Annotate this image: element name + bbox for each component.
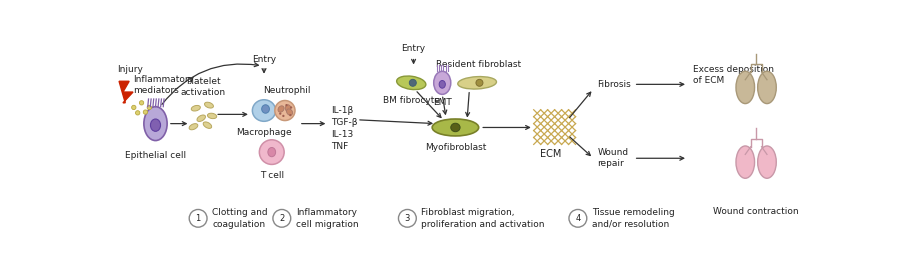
Ellipse shape	[143, 107, 167, 141]
Text: Fibrosis: Fibrosis	[596, 80, 630, 89]
Ellipse shape	[189, 124, 198, 130]
Text: Inflammatory
cell migration: Inflammatory cell migration	[296, 208, 358, 229]
Ellipse shape	[203, 122, 211, 128]
Ellipse shape	[409, 79, 416, 86]
Text: Wound
repair: Wound repair	[596, 148, 628, 168]
Polygon shape	[119, 81, 133, 103]
Ellipse shape	[433, 71, 450, 94]
Ellipse shape	[286, 109, 292, 115]
Circle shape	[282, 115, 284, 117]
Circle shape	[147, 105, 152, 109]
Circle shape	[259, 140, 284, 164]
Text: 4: 4	[575, 214, 580, 223]
Ellipse shape	[457, 76, 496, 89]
Ellipse shape	[191, 105, 200, 111]
Ellipse shape	[735, 146, 754, 178]
Ellipse shape	[757, 146, 776, 178]
Circle shape	[132, 105, 136, 109]
Text: Wound contraction: Wound contraction	[713, 207, 798, 216]
Text: Fibroblast migration,
proliferation and activation: Fibroblast migration, proliferation and …	[421, 208, 544, 229]
Ellipse shape	[432, 119, 478, 136]
Text: 2: 2	[279, 214, 284, 223]
Text: Inflammatory
mediators: Inflammatory mediators	[133, 75, 194, 95]
Circle shape	[279, 112, 281, 115]
Circle shape	[139, 101, 143, 105]
Text: Macrophage: Macrophage	[236, 128, 291, 137]
Text: EMT: EMT	[432, 98, 451, 107]
Text: Neutrophil: Neutrophil	[262, 86, 310, 95]
Text: Resident fibroblast: Resident fibroblast	[436, 60, 520, 69]
Ellipse shape	[204, 102, 213, 108]
Ellipse shape	[735, 71, 754, 103]
Circle shape	[290, 106, 292, 109]
Ellipse shape	[450, 123, 459, 132]
Text: Epithelial cell: Epithelial cell	[124, 151, 186, 160]
Text: Entry: Entry	[252, 55, 276, 64]
Text: T cell: T cell	[260, 171, 283, 180]
Circle shape	[289, 114, 291, 116]
Text: Excess deposition
of ECM: Excess deposition of ECM	[692, 65, 773, 85]
Ellipse shape	[396, 76, 426, 90]
Text: Myofibroblast: Myofibroblast	[424, 143, 485, 152]
Circle shape	[135, 111, 140, 115]
Circle shape	[143, 110, 147, 114]
Text: Entry: Entry	[401, 44, 425, 54]
Ellipse shape	[285, 105, 290, 112]
Ellipse shape	[151, 119, 161, 131]
Text: ECM: ECM	[539, 149, 561, 159]
Text: Platelet
activation: Platelet activation	[180, 77, 226, 97]
Circle shape	[285, 104, 288, 106]
Ellipse shape	[274, 100, 295, 121]
Ellipse shape	[197, 115, 206, 121]
Ellipse shape	[278, 106, 284, 112]
Ellipse shape	[438, 81, 445, 88]
Text: IL-1β
TGF-β
IL-13
TNF: IL-1β TGF-β IL-13 TNF	[331, 106, 357, 151]
Text: Injury: Injury	[117, 65, 143, 74]
Text: Clotting and
coagulation: Clotting and coagulation	[212, 208, 267, 229]
Ellipse shape	[757, 71, 776, 103]
Ellipse shape	[475, 79, 483, 86]
Ellipse shape	[252, 100, 275, 121]
Text: BM fibrocyte: BM fibrocyte	[382, 96, 439, 105]
Ellipse shape	[207, 113, 216, 119]
Ellipse shape	[262, 105, 269, 113]
Ellipse shape	[268, 147, 275, 157]
Text: Tissue remodeling
and/or resolution: Tissue remodeling and/or resolution	[591, 208, 674, 229]
Text: 3: 3	[404, 214, 410, 223]
Text: 1: 1	[196, 214, 200, 223]
